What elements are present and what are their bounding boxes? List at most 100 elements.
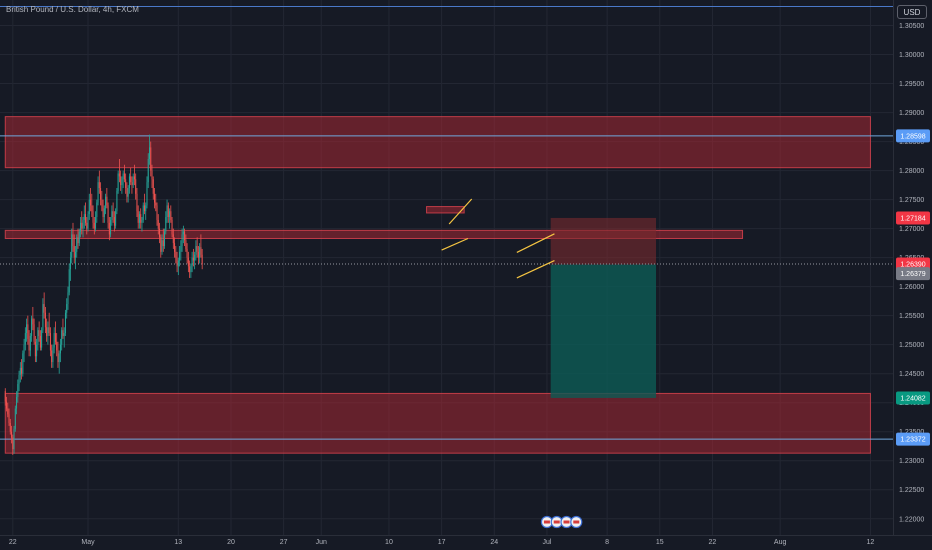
candle-body — [8, 414, 10, 424]
candle-body — [108, 222, 110, 235]
candle-body — [132, 176, 134, 186]
candle-body — [46, 327, 48, 336]
candle-body — [130, 176, 132, 183]
candle-body — [113, 217, 115, 226]
symbol-title: British Pound / U.S. Dollar, 4h, FXCM — [6, 5, 139, 14]
x-tick-label: Jul — [542, 539, 551, 546]
candle-body — [36, 344, 38, 357]
candle-body — [91, 205, 93, 212]
candle-body — [180, 246, 182, 252]
candle-body — [37, 330, 39, 345]
entry-tag-bg — [896, 267, 930, 281]
currency-button[interactable]: USD — [897, 5, 927, 19]
candle-body — [34, 341, 36, 357]
candle-body — [44, 312, 46, 328]
candle-body — [172, 234, 174, 244]
candle-body — [148, 147, 150, 159]
candle-body — [179, 251, 181, 261]
candle-body — [33, 324, 35, 342]
candle-body — [12, 437, 14, 450]
candle-body — [131, 182, 133, 186]
y-tick-label: 1.22000 — [899, 516, 924, 523]
x-tick-label: 10 — [385, 539, 393, 546]
candle-body — [31, 318, 33, 336]
candle-body — [125, 179, 127, 189]
candle-body — [93, 222, 95, 229]
y-tick-label: 1.27500 — [899, 197, 924, 204]
candles — [4, 134, 203, 455]
candle-body — [54, 333, 56, 342]
candle-body — [189, 266, 191, 273]
x-tick-label: 27 — [280, 539, 288, 546]
candle-body — [176, 257, 178, 267]
candle-body — [69, 257, 71, 270]
candle-body — [4, 391, 6, 402]
candle-body — [102, 205, 104, 218]
candle-body — [92, 211, 94, 223]
candle-body — [127, 188, 129, 197]
candle-body — [101, 199, 103, 206]
x-tick-label: 22 — [709, 539, 717, 546]
candle-body — [56, 341, 58, 351]
candle-body — [133, 176, 135, 180]
candle-body — [162, 240, 164, 247]
candle-body — [85, 214, 87, 223]
candle-body — [169, 211, 171, 218]
x-tick-label: Aug — [774, 539, 787, 546]
candle-body — [49, 333, 51, 351]
candle-body — [190, 266, 192, 273]
candle-body — [17, 384, 19, 397]
candle-body — [175, 251, 177, 258]
candle-body — [128, 176, 130, 189]
candle-body — [48, 327, 50, 334]
candle-body — [103, 208, 105, 218]
candle-body — [105, 196, 107, 209]
candle-body — [9, 423, 11, 432]
candle-body — [57, 350, 59, 363]
candle-body — [165, 217, 167, 232]
candle-body — [187, 257, 189, 267]
y-tick-label: 1.25000 — [899, 342, 924, 349]
candle-body — [201, 254, 203, 265]
y-tick-label: 1.24500 — [899, 371, 924, 378]
candle-body — [186, 248, 188, 258]
candle-body — [26, 324, 28, 334]
position-stop-box — [550, 217, 657, 265]
x-tick-label: 15 — [656, 539, 664, 546]
candle-body — [18, 374, 20, 385]
candle-body — [98, 182, 100, 189]
candle-body — [72, 234, 74, 247]
candle-body — [152, 179, 154, 194]
candle-body — [164, 231, 166, 247]
candle-body — [78, 231, 80, 244]
candle-body — [58, 353, 60, 363]
candle-body — [200, 247, 202, 255]
candle-body — [154, 193, 156, 203]
price-tag-bg — [896, 129, 930, 143]
trendline — [441, 237, 469, 251]
candle-body — [182, 231, 184, 235]
y-tick-label: 1.28500 — [899, 139, 924, 146]
candle-body — [136, 193, 138, 212]
candle-body — [107, 205, 109, 223]
price-tag: 1.24082 — [900, 395, 925, 402]
candle-body — [120, 176, 122, 186]
candle-body — [19, 367, 21, 375]
price-tag-bg — [896, 211, 930, 225]
candle-body — [23, 344, 25, 354]
candle-body — [43, 304, 45, 313]
x-tick-label: 12 — [867, 539, 875, 546]
candle-body — [170, 211, 172, 220]
y-tick-label: 1.28000 — [899, 168, 924, 175]
trendline — [516, 233, 555, 253]
candle-body — [151, 170, 153, 180]
candle-body — [96, 202, 98, 218]
candle-body — [184, 231, 186, 241]
candle-body — [52, 347, 54, 363]
candle-body — [156, 205, 158, 220]
candle-body — [29, 335, 31, 351]
candle-body — [24, 333, 26, 345]
candle-body — [80, 222, 82, 232]
candle-body — [117, 173, 119, 191]
